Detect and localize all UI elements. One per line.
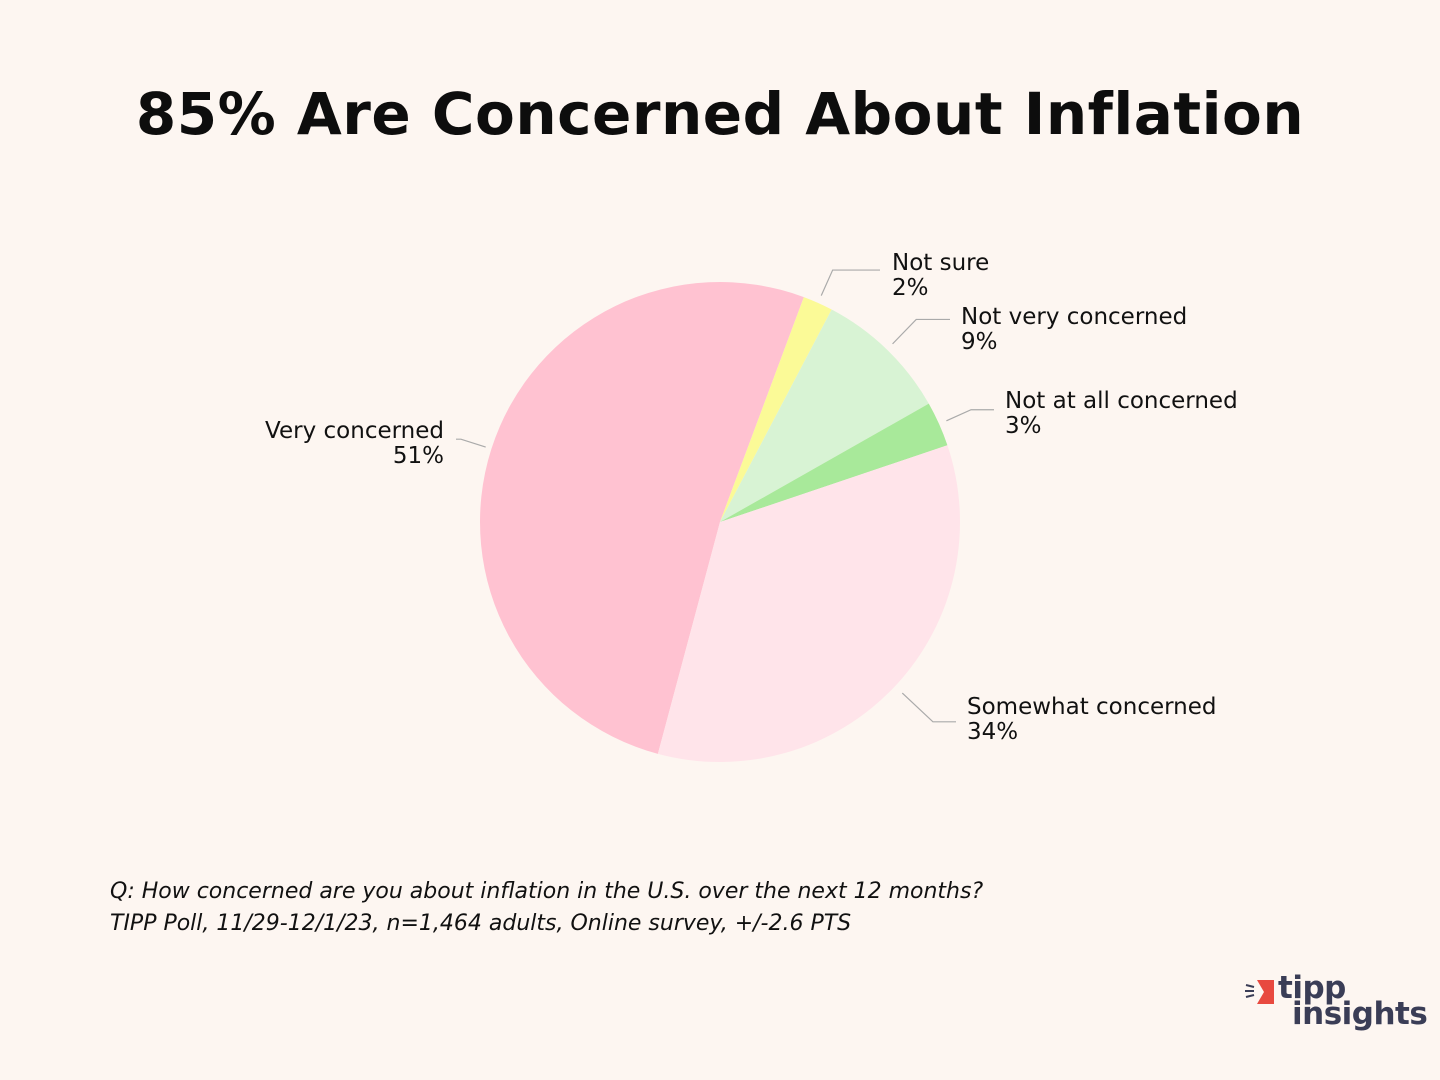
logo-mark-icon — [1245, 980, 1274, 1004]
logo-word-tipp: tipp — [1278, 970, 1346, 1006]
survey-question: Q: How concerned are you about inflation… — [110, 879, 984, 904]
leader-line — [456, 438, 486, 448]
leader-line — [946, 409, 994, 422]
slice-value-label: 51% — [393, 443, 444, 469]
slice-value-label: 3% — [1005, 413, 1042, 439]
slice-value-label: 34% — [967, 719, 1018, 745]
slice-value-label: 2% — [892, 275, 929, 301]
slice-label: Not very concerned — [961, 304, 1187, 330]
slice-label: Not sure — [892, 250, 989, 276]
poll-source: TIPP Poll, 11/29-12/1/23, n=1,464 adults… — [110, 911, 852, 936]
slice-value-label: 9% — [961, 329, 998, 355]
slice-label: Very concerned — [265, 418, 444, 444]
leader-line — [892, 318, 950, 345]
tipp-insights-logo: tipp insights — [1244, 970, 1428, 1042]
pie-slice-not-sure — [720, 297, 832, 522]
leader-line — [820, 269, 880, 296]
pie-slice-very-concerned — [480, 282, 804, 754]
slice-label: Not at all concerned — [1005, 388, 1238, 414]
footnote: Q: How concerned are you about inflation… — [110, 876, 983, 940]
leader-line — [901, 692, 956, 723]
slice-label: Somewhat concerned — [967, 694, 1217, 720]
pie-slice-not-at-all-concerned — [720, 403, 948, 522]
chart-title: 85% Are Concerned About Inflation — [135, 80, 1305, 148]
pie-slice-not-very-concerned — [720, 309, 929, 522]
logo-word-insights: insights — [1292, 996, 1428, 1032]
pie-slice-somewhat-concerned — [657, 445, 961, 763]
